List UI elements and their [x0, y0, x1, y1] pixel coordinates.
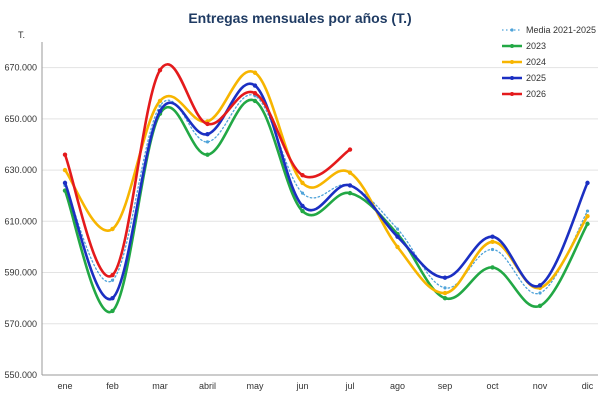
- x-tick-label: dic: [582, 381, 594, 391]
- data-point-2024: [252, 70, 258, 75]
- y-tick-label: 670.000: [4, 63, 37, 73]
- x-tick-label: abril: [199, 381, 216, 391]
- data-point-2023: [490, 265, 495, 270]
- data-point-2023: [585, 221, 590, 227]
- data-point-2025: [490, 234, 495, 239]
- series-line-2025: [63, 82, 589, 301]
- legend-marker-2026: [510, 92, 514, 96]
- data-point-media-2021-2025: [585, 209, 590, 213]
- x-tick-label: mar: [152, 381, 168, 391]
- x-tick-label: feb: [106, 381, 119, 391]
- x-tick-label: oct: [486, 381, 499, 391]
- legend-marker-2024: [510, 60, 514, 64]
- data-point-media-2021-2025: [158, 104, 162, 108]
- x-tick-label: ene: [57, 381, 72, 391]
- legend: Media 2021-2025 2023 2024 2025 2026: [502, 25, 596, 99]
- data-point-2023: [300, 208, 305, 214]
- data-point-media-2021-2025: [490, 247, 495, 252]
- y-tick-label: 570.000: [4, 319, 37, 329]
- data-point-2025: [537, 283, 543, 288]
- series-line-media-2021-2025: [64, 94, 589, 295]
- data-point-2024: [490, 239, 495, 244]
- data-point-2025: [300, 203, 305, 209]
- x-tick-label: jun: [295, 381, 308, 391]
- x-tick-label: sep: [438, 381, 453, 391]
- data-point-2023: [347, 190, 353, 196]
- x-tick-labels: ene feb mar abril may jun jul ago sep oct nov dic: [57, 381, 593, 391]
- data-point-media-2021-2025: [205, 140, 210, 144]
- data-point-2026: [347, 147, 353, 152]
- data-point-media-2021-2025: [443, 286, 447, 290]
- data-point-media-2021-2025: [300, 191, 305, 195]
- gridlines: [42, 67, 598, 325]
- data-point-2025: [110, 295, 115, 301]
- data-point-2024: [347, 170, 353, 175]
- data-point-2023: [110, 308, 115, 314]
- data-point-2024: [110, 226, 115, 232]
- data-point-2024: [300, 180, 305, 186]
- y-tick-label: 650.000: [4, 114, 37, 124]
- legend-label-media-2021-2025: Media 2021-2025: [526, 25, 596, 35]
- data-point-2026: [205, 121, 210, 127]
- data-point-2025: [585, 180, 590, 186]
- legend-marker-media-2021-2025: [510, 28, 514, 32]
- data-point-2024: [442, 290, 448, 296]
- data-point-2025: [347, 183, 353, 188]
- data-point-2023: [537, 303, 543, 309]
- series-lines: [62, 63, 590, 314]
- data-point-2024: [585, 213, 590, 219]
- legend-label-2025: 2025: [526, 73, 546, 83]
- data-point-2023: [252, 98, 258, 104]
- y-tick-label: 550.000: [4, 370, 37, 380]
- data-point-media-2021-2025: [395, 227, 400, 231]
- data-point-2026: [300, 173, 305, 178]
- x-tick-label: nov: [533, 381, 548, 391]
- y-axis-unit-label: T.: [18, 30, 25, 40]
- x-tick-label: jul: [344, 381, 354, 391]
- data-point-2024: [62, 167, 68, 173]
- data-point-2025: [205, 132, 210, 137]
- y-tick-label: 630.000: [4, 165, 37, 175]
- data-point-2025: [395, 234, 400, 239]
- data-point-2024: [157, 98, 163, 104]
- data-point-2026: [110, 272, 115, 278]
- data-point-2023: [205, 152, 210, 157]
- y-tick-label: 590.000: [4, 268, 37, 278]
- data-point-media-2021-2025: [538, 291, 542, 295]
- legend-label-2026: 2026: [526, 89, 546, 99]
- chart-title: Entregas mensuales por años (T.): [188, 10, 412, 26]
- legend-marker-2025: [510, 76, 514, 80]
- x-tick-label: may: [246, 381, 264, 391]
- x-tick-label: ago: [390, 381, 405, 391]
- legend-marker-2023: [510, 44, 514, 48]
- legend-label-2024: 2024: [526, 57, 546, 67]
- data-point-2025: [442, 275, 448, 280]
- data-point-2026: [252, 91, 258, 96]
- y-tick-labels: 550.000 570.000 590.000 610.000 630.000 650.0…: [4, 63, 37, 380]
- data-point-2026: [157, 67, 163, 73]
- data-point-2025: [252, 83, 258, 88]
- data-point-2023: [442, 295, 448, 301]
- data-point-2025: [157, 108, 163, 114]
- data-point-media-2021-2025: [110, 278, 115, 282]
- legend-label-2023: 2023: [526, 41, 546, 51]
- y-tick-label: 610.000: [4, 216, 37, 226]
- data-point-2024: [395, 244, 400, 250]
- data-point-2026: [62, 152, 68, 157]
- data-point-2025: [62, 180, 68, 186]
